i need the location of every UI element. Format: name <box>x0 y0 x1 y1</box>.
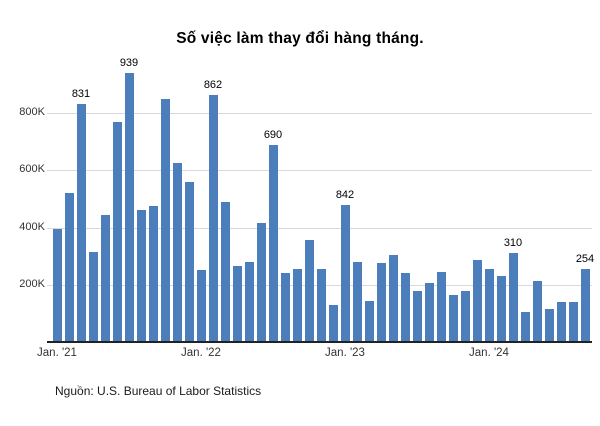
bar <box>448 295 458 342</box>
bar <box>160 99 170 342</box>
bar <box>220 202 230 342</box>
bar <box>424 283 434 342</box>
bar-value-label: 939 <box>119 57 139 69</box>
bar <box>304 240 314 342</box>
bar <box>532 281 542 342</box>
x-tick-label: Jan. '24 <box>469 347 509 359</box>
bar <box>496 276 506 342</box>
bar <box>352 262 362 342</box>
gridline <box>47 170 592 171</box>
y-tick-label: 600K <box>19 163 45 175</box>
bar <box>508 253 518 342</box>
bar <box>520 312 530 342</box>
bar <box>340 205 350 342</box>
bar <box>328 305 338 342</box>
x-tick-label: Jan. '23 <box>325 347 365 359</box>
bar-value-label: 310 <box>503 237 523 249</box>
bar <box>556 302 566 342</box>
bar <box>484 269 494 342</box>
bar <box>412 291 422 342</box>
bar <box>76 104 86 342</box>
bar <box>172 163 182 342</box>
gridline <box>47 113 592 114</box>
bar <box>292 269 302 342</box>
y-tick-label: 800K <box>19 106 45 118</box>
bar <box>148 206 158 342</box>
x-tick-label: Jan. '21 <box>37 347 77 359</box>
bar <box>208 95 218 342</box>
bar <box>52 229 62 342</box>
bar <box>124 73 134 342</box>
bar <box>244 262 254 342</box>
bar <box>472 260 482 342</box>
y-tick-label: 400K <box>19 221 45 233</box>
gridline <box>47 228 592 229</box>
bar <box>100 215 110 342</box>
bar <box>460 291 470 342</box>
bar <box>436 272 446 342</box>
bar-value-label: 842 <box>335 189 355 201</box>
bar-value-label: 831 <box>71 88 91 100</box>
source-note: Nguồn: U.S. Bureau of Labor Statistics <box>55 384 262 398</box>
bar <box>388 255 398 342</box>
bar <box>88 252 98 342</box>
x-axis-line <box>47 341 592 343</box>
bar <box>256 223 266 342</box>
bar <box>580 269 590 342</box>
bar-value-label: 862 <box>203 79 223 91</box>
y-tick-label: 200K <box>19 278 45 290</box>
bar <box>544 309 554 342</box>
bar <box>112 122 122 342</box>
bar <box>232 266 242 342</box>
bar <box>400 273 410 342</box>
bar-value-label: 254 <box>575 253 595 265</box>
bar <box>184 182 194 342</box>
x-tick-label: Jan. '22 <box>181 347 221 359</box>
bar <box>280 273 290 342</box>
bar <box>136 210 146 342</box>
chart-title: Số việc làm thay đổi hàng tháng. <box>176 30 424 47</box>
bar <box>196 270 206 342</box>
bar <box>268 145 278 342</box>
bar <box>64 193 74 342</box>
bar <box>568 302 578 342</box>
bar <box>364 301 374 342</box>
bar <box>376 263 386 342</box>
bar-value-label: 690 <box>263 129 283 141</box>
bar <box>316 269 326 342</box>
